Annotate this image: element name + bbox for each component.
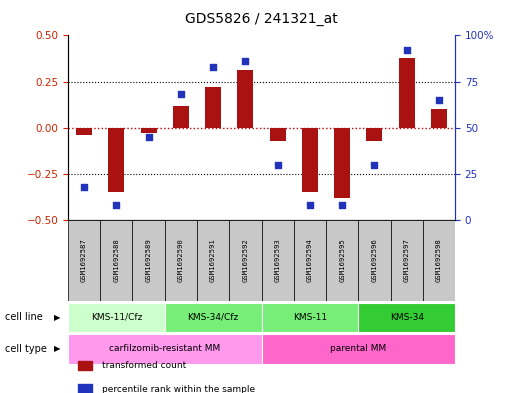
Bar — [431, 109, 447, 128]
Text: GSM1692589: GSM1692589 — [145, 239, 152, 282]
Text: GSM1692595: GSM1692595 — [339, 239, 345, 282]
Point — [338, 202, 346, 208]
Text: ▶: ▶ — [54, 344, 60, 353]
Bar — [326, 220, 358, 301]
Bar — [165, 303, 262, 332]
Point — [274, 162, 282, 168]
Text: percentile rank within the sample: percentile rank within the sample — [102, 385, 255, 393]
Bar — [423, 220, 455, 301]
Bar — [132, 220, 165, 301]
Text: KMS-11/Cfz: KMS-11/Cfz — [90, 313, 142, 322]
Point — [177, 91, 185, 97]
Bar — [76, 128, 92, 135]
Bar — [302, 128, 318, 193]
Text: GSM1692587: GSM1692587 — [81, 239, 87, 282]
Bar — [366, 128, 382, 141]
Bar — [237, 70, 254, 128]
Text: GSM1692588: GSM1692588 — [113, 239, 119, 282]
Bar — [229, 220, 262, 301]
Text: GSM1692594: GSM1692594 — [307, 239, 313, 282]
Bar — [173, 106, 189, 128]
Bar — [68, 303, 165, 332]
Point — [209, 64, 218, 70]
Text: KMS-34/Cfz: KMS-34/Cfz — [188, 313, 238, 322]
Text: GSM1692598: GSM1692598 — [436, 239, 442, 282]
Bar — [391, 220, 423, 301]
Bar — [262, 220, 294, 301]
Bar — [294, 220, 326, 301]
Point — [305, 202, 314, 208]
Text: GDS5826 / 241321_at: GDS5826 / 241321_at — [185, 12, 338, 26]
Bar — [165, 220, 197, 301]
Bar — [334, 128, 350, 198]
Point — [435, 97, 443, 103]
Bar — [205, 87, 221, 128]
Bar — [141, 128, 157, 133]
Text: GSM1692590: GSM1692590 — [178, 239, 184, 282]
Bar — [358, 220, 391, 301]
Text: GSM1692596: GSM1692596 — [371, 239, 378, 282]
Text: carfilzomib-resistant MM: carfilzomib-resistant MM — [109, 344, 220, 353]
Bar — [399, 57, 415, 128]
Text: cell type: cell type — [5, 344, 47, 354]
Text: KMS-34: KMS-34 — [390, 313, 424, 322]
Point — [241, 58, 249, 64]
Bar — [108, 128, 124, 193]
Text: GSM1692593: GSM1692593 — [275, 239, 281, 282]
Point — [370, 162, 379, 168]
Text: GSM1692591: GSM1692591 — [210, 239, 216, 282]
Point — [144, 134, 153, 140]
Bar — [262, 303, 358, 332]
Text: KMS-11: KMS-11 — [293, 313, 327, 322]
Text: ▶: ▶ — [54, 313, 60, 322]
Text: parental MM: parental MM — [330, 344, 386, 353]
Bar — [68, 220, 100, 301]
Bar — [358, 303, 455, 332]
Point — [80, 184, 88, 190]
Text: transformed count: transformed count — [102, 361, 186, 370]
Point — [112, 202, 120, 208]
Point — [403, 47, 411, 53]
Text: cell line: cell line — [5, 312, 43, 322]
Bar — [197, 220, 229, 301]
Text: GSM1692597: GSM1692597 — [404, 239, 410, 282]
Bar — [262, 334, 455, 364]
Bar — [68, 334, 262, 364]
Text: GSM1692592: GSM1692592 — [242, 239, 248, 282]
Bar — [100, 220, 132, 301]
Bar — [269, 128, 286, 141]
